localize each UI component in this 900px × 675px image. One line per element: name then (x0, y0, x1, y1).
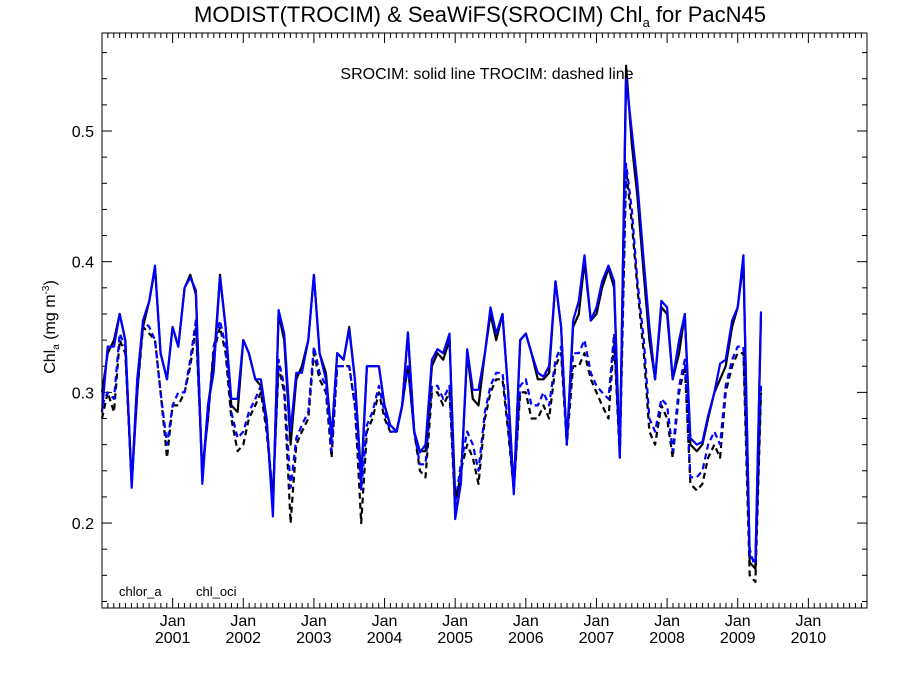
y-axis-label-superscript: -3 (41, 285, 52, 294)
x-tick-month-label: Jan (795, 613, 821, 630)
y-tick-label: 0.3 (72, 385, 94, 402)
x-tick-year-label: 2003 (296, 630, 332, 647)
series-line-chlor-a-dashed (100, 169, 763, 584)
x-tick-year-label: 2005 (437, 630, 473, 647)
chart-title-tail: for PacN45 (650, 2, 766, 27)
series-layer (100, 64, 763, 584)
legend-chl-oci: chl_oci (196, 584, 237, 599)
series-line-chl-oci-dashed (100, 162, 763, 570)
x-tick-month-label: Jan (654, 613, 680, 630)
x-tick-year-label: 2001 (155, 630, 191, 647)
chart-title-subscript: a (643, 15, 651, 30)
y-tick-label: 0.2 (72, 516, 94, 533)
x-tick-month-label: Jan (584, 613, 610, 630)
y-axis-label-unit: (mg m (42, 294, 59, 344)
x-tick-year-label: 2010 (791, 630, 827, 647)
y-axis-label-subscript: a (51, 344, 62, 350)
x-tick-year-label: 2008 (649, 630, 685, 647)
x-tick-month-label: Jan (442, 613, 468, 630)
x-tick-month-label: Jan (372, 613, 398, 630)
x-tick-month-label: Jan (230, 613, 256, 630)
x-tick-year-label: 2002 (225, 630, 261, 647)
y-tick-label: 0.4 (72, 255, 94, 272)
x-tick-month-label: Jan (301, 613, 327, 630)
series-line-chlor-a-solid (100, 64, 763, 570)
x-tick-year-label: 2006 (508, 630, 544, 647)
series-line-chl-oci-solid (100, 77, 763, 564)
x-tick-year-label: 2007 (579, 630, 615, 647)
x-tick-month-label: Jan (725, 613, 751, 630)
x-tick-year-label: 2004 (367, 630, 403, 647)
chart-annotation: SROCIM: solid line TROCIM: dashed line (340, 66, 633, 83)
plot-frame (101, 32, 868, 609)
y-tick-label: 0.5 (72, 124, 94, 141)
axes: 0.20.30.40.5Jan2001Jan2002Jan2003Jan2004… (72, 33, 867, 647)
y-axis-label-close: ) (42, 280, 59, 285)
y-axis-label: Chla (mg m-3) (41, 280, 62, 374)
legend-chlor-a: chlor_a (119, 584, 162, 599)
chart-title: MODIST(TROCIM) & SeaWiFS(SROCIM) Chla fo… (194, 2, 766, 30)
x-tick-year-label: 2009 (720, 630, 756, 647)
x-tick-month-label: Jan (160, 613, 186, 630)
x-tick-month-label: Jan (513, 613, 539, 630)
